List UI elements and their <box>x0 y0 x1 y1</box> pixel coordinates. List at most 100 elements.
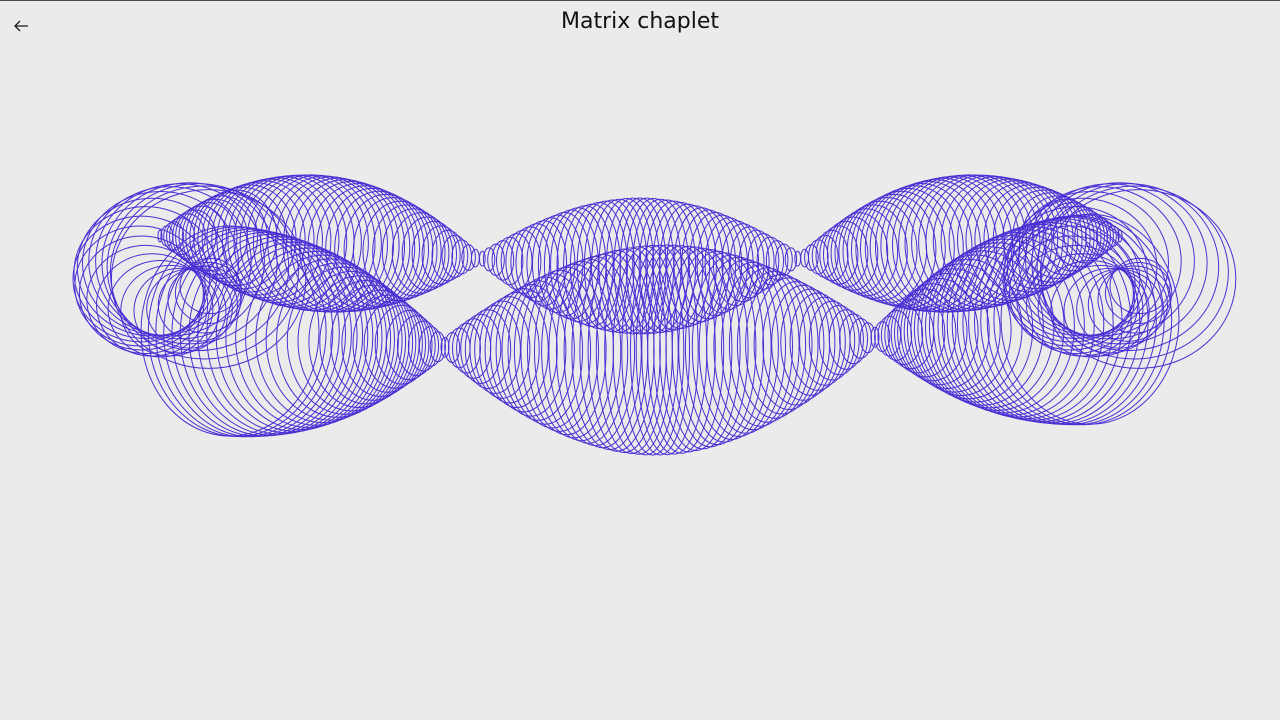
chaplet-ellipse <box>316 185 416 311</box>
chaplet-ellipse <box>235 247 383 428</box>
chaplet-ellipse <box>385 310 433 381</box>
chaplet-ellipse <box>688 211 743 317</box>
chaplet-ellipse <box>948 177 1059 304</box>
chaplet-ellipse <box>1000 213 1180 425</box>
chaplet-ellipse <box>1104 262 1173 324</box>
chaplet-ellipse <box>501 280 575 421</box>
chaplet-ellipse <box>598 198 655 334</box>
chaplet-ellipse <box>396 315 436 376</box>
chaplet-ellipse <box>401 216 454 291</box>
chaplet-ellipse <box>495 284 567 417</box>
chaplet-ellipse <box>78 235 204 351</box>
chaplet-ellipse <box>635 244 699 456</box>
chaplet-ellipse <box>255 254 392 424</box>
chaplet-ellipse <box>974 182 1074 296</box>
chaplet-ellipse <box>828 309 864 370</box>
chaplet-ellipse <box>591 198 648 334</box>
chaplet-ellipse <box>110 189 307 369</box>
chaplet-ellipse <box>167 265 242 334</box>
chaplet-ellipse <box>372 204 442 299</box>
chaplet-ellipse <box>1040 189 1237 369</box>
chaplet-ellipse <box>101 182 278 345</box>
chaplet-ellipse <box>678 250 757 446</box>
chaplet-ellipse <box>621 244 685 456</box>
chaplet-ellipse <box>808 300 856 381</box>
chaplet-ellipse <box>206 238 369 434</box>
chaplet-ellipse <box>106 183 290 352</box>
chaplet-ellipse <box>671 249 749 448</box>
chaplet-ellipse <box>1018 186 1182 337</box>
chaplet-ellipse <box>362 200 438 302</box>
chaplet-ellipse <box>630 244 690 456</box>
chaplet-ellipse <box>937 235 1085 416</box>
chaplet-ellipse <box>753 277 825 411</box>
chaplet-ellipse <box>925 174 1041 309</box>
chaplet-ellipse <box>784 247 798 272</box>
chaplet-ellipse <box>1036 183 1220 352</box>
chaplet-ellipse <box>548 258 629 444</box>
chaplet-ellipse <box>721 223 765 303</box>
chaplet-ellipse <box>334 190 425 308</box>
chaplet-ellipse <box>86 244 205 355</box>
arrow-left-icon <box>14 20 28 32</box>
chaplet-ellipse <box>188 233 358 436</box>
chaplet-ellipse <box>411 220 457 288</box>
chaplet-ellipse <box>482 247 496 272</box>
chaplet-ellipse <box>612 245 679 456</box>
chaplet-ellipse <box>780 288 841 396</box>
chaplet-ellipse <box>179 231 352 437</box>
chaplet-ellipse <box>532 214 584 314</box>
chaplet-ellipse <box>1039 185 1229 360</box>
chaplet-ellipse <box>95 183 265 340</box>
chaplet-ellipse <box>839 313 868 365</box>
chaplet-ellipse <box>297 270 407 412</box>
chaplet-ellipse <box>1025 183 1195 340</box>
chaplet-ellipse <box>225 244 379 431</box>
chaplet-ellipse <box>391 212 450 294</box>
chaplet-ellipse <box>906 268 1001 393</box>
chaplet-ellipse <box>418 326 443 367</box>
chaplet-ellipse <box>691 254 772 441</box>
chaplet-ellipse <box>541 260 622 442</box>
chaplet-ellipse <box>613 197 667 335</box>
chaplet-ellipse <box>713 261 794 431</box>
chaplet-ellipse <box>429 331 446 363</box>
chaplet-ellipse <box>747 233 780 290</box>
chaplet-ellipse <box>282 177 394 313</box>
chaplet-ellipse <box>918 174 1034 310</box>
chaplet-ellipse <box>903 273 990 389</box>
chaplet-ellipse <box>374 304 430 385</box>
chaplet-ellipse <box>330 284 417 401</box>
chaplet-ellipse <box>794 250 802 267</box>
chaplet-ellipse <box>179 257 241 315</box>
chaplet-ellipse <box>163 228 340 438</box>
chaplet-ellipse <box>197 236 364 435</box>
chaplet-ellipse <box>789 292 846 391</box>
chaplet-ellipse <box>363 299 426 389</box>
chaplet-ellipse <box>307 183 411 311</box>
chaplet-ellipse <box>946 229 1105 420</box>
chaplet-ellipse <box>666 205 724 325</box>
chaplet-ellipse <box>73 206 218 339</box>
chaplet-ellipse <box>460 313 502 384</box>
chaplet-ellipse <box>1002 215 1141 343</box>
chaplet-ellipse <box>706 259 786 434</box>
chaplet-ellipse <box>673 207 730 323</box>
chaplet-ellipse <box>818 305 860 376</box>
chaplet-ellipse <box>1097 265 1172 334</box>
chaplet-ellipse <box>1063 267 1157 354</box>
chaplet-ellipse <box>469 304 521 394</box>
chaplet-ellipse <box>555 255 636 447</box>
chaplet-ellipse <box>870 326 880 348</box>
chaplet-ellipse <box>489 288 558 413</box>
chaplet-ellipse <box>109 185 299 360</box>
chaplet-ellipse <box>595 247 667 455</box>
chaplet-ellipse <box>464 309 512 390</box>
chaplet-ellipse <box>74 225 206 347</box>
chaplet-ellipse <box>900 278 979 386</box>
chaplet-ellipse <box>88 186 252 337</box>
chaplet-ellipse <box>823 220 869 288</box>
back-button[interactable] <box>6 11 36 41</box>
